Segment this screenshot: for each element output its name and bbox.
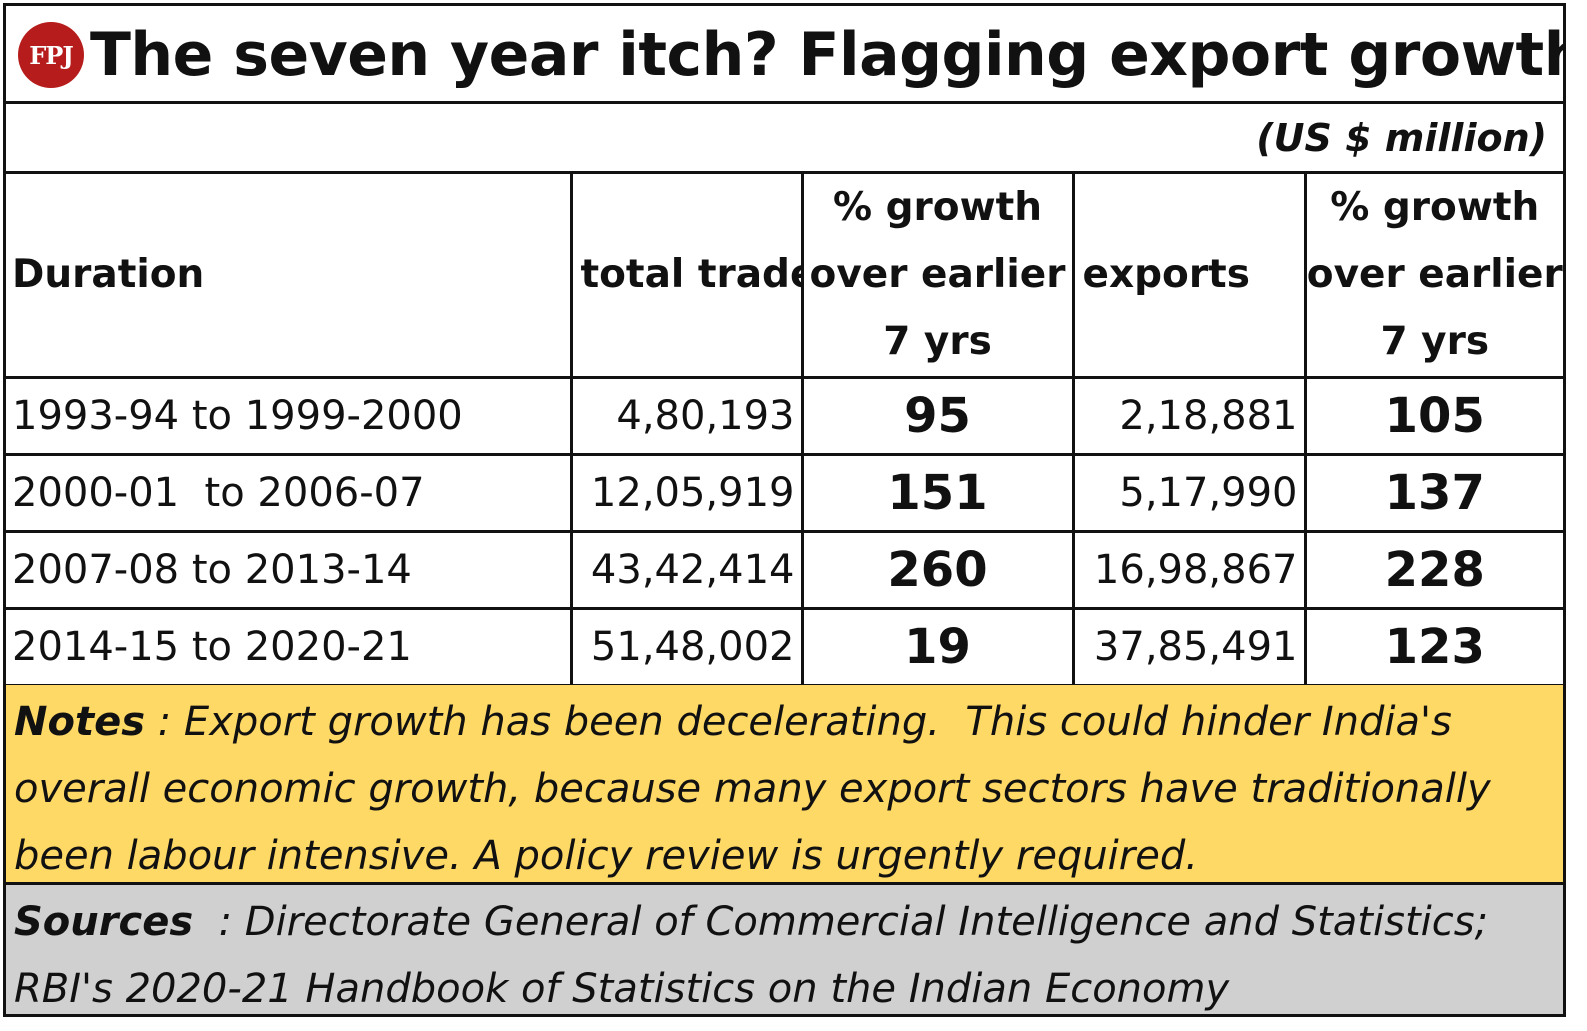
cell-trade-growth: 19	[802, 608, 1075, 687]
header-line: 7 yrs	[883, 319, 992, 365]
cell-trade-growth: 95	[802, 377, 1075, 456]
title-row: FPJ The seven year itch? Flagging export…	[6, 6, 1563, 104]
sources-label: Sources	[14, 899, 194, 945]
notes-text: : Export growth has been decelerating. T…	[14, 699, 1504, 879]
col-header-exports: exports	[1073, 174, 1307, 379]
col-header-export-growth: % growth over earlier 7 yrs	[1305, 174, 1563, 379]
col-header-total-trade: total trade	[571, 174, 804, 379]
col-header-trade-growth: % growth over earlier 7 yrs	[802, 174, 1075, 379]
cell-total-trade: 12,05,919	[571, 454, 804, 533]
notes-label: Notes	[14, 699, 146, 745]
header-line: over earlier	[1306, 252, 1563, 298]
header-line: over earlier	[809, 252, 1066, 298]
unit-label: (US $ million)	[1256, 116, 1547, 160]
cell-export-growth: 228	[1305, 531, 1563, 610]
table-frame: FPJ The seven year itch? Flagging export…	[3, 3, 1566, 1017]
fpj-logo: FPJ	[18, 22, 84, 88]
header-line: 7 yrs	[1380, 319, 1490, 365]
cell-duration: 2007-08 to 2013-14	[6, 531, 573, 610]
col-header-duration: Duration	[6, 174, 573, 379]
sources-text: : Directorate General of Commercial Inte…	[14, 899, 1501, 1012]
cell-duration: 2000-01 to 2006-07	[6, 454, 573, 533]
page-title: The seven year itch? Flagging export gro…	[90, 20, 1566, 90]
cell-exports: 5,17,990	[1073, 454, 1307, 533]
cell-export-growth: 123	[1305, 608, 1563, 687]
table-row: 2000-01 to 2006-07 12,05,919 151 5,17,99…	[6, 454, 1563, 533]
cell-duration: 1993-94 to 1999-2000	[6, 377, 573, 456]
cell-total-trade: 43,42,414	[571, 531, 804, 610]
cell-trade-growth: 151	[802, 454, 1075, 533]
header-row: Duration total trade % growth over earli…	[6, 174, 1563, 379]
cell-total-trade: 51,48,002	[571, 608, 804, 687]
cell-exports: 16,98,867	[1073, 531, 1307, 610]
header-line: % growth	[1330, 185, 1540, 231]
cell-duration: 2014-15 to 2020-21	[6, 608, 573, 687]
header-line: % growth	[832, 185, 1043, 231]
cell-export-growth: 137	[1305, 454, 1563, 533]
cell-total-trade: 4,80,193	[571, 377, 804, 456]
table-row: 1993-94 to 1999-2000 4,80,193 95 2,18,88…	[6, 377, 1563, 456]
cell-trade-growth: 260	[802, 531, 1075, 610]
sources-panel: Sources : Directorate General of Commerc…	[6, 885, 1563, 1014]
notes-panel: Notes : Export growth has been decelerat…	[6, 685, 1563, 885]
cell-exports: 2,18,881	[1073, 377, 1307, 456]
table-row: 2014-15 to 2020-21 51,48,002 19 37,85,49…	[6, 608, 1563, 687]
cell-export-growth: 105	[1305, 377, 1563, 456]
cell-exports: 37,85,491	[1073, 608, 1307, 687]
unit-row: (US $ million)	[6, 104, 1563, 174]
data-table: Duration total trade % growth over earli…	[6, 174, 1563, 687]
table-row: 2007-08 to 2013-14 43,42,414 260 16,98,8…	[6, 531, 1563, 610]
